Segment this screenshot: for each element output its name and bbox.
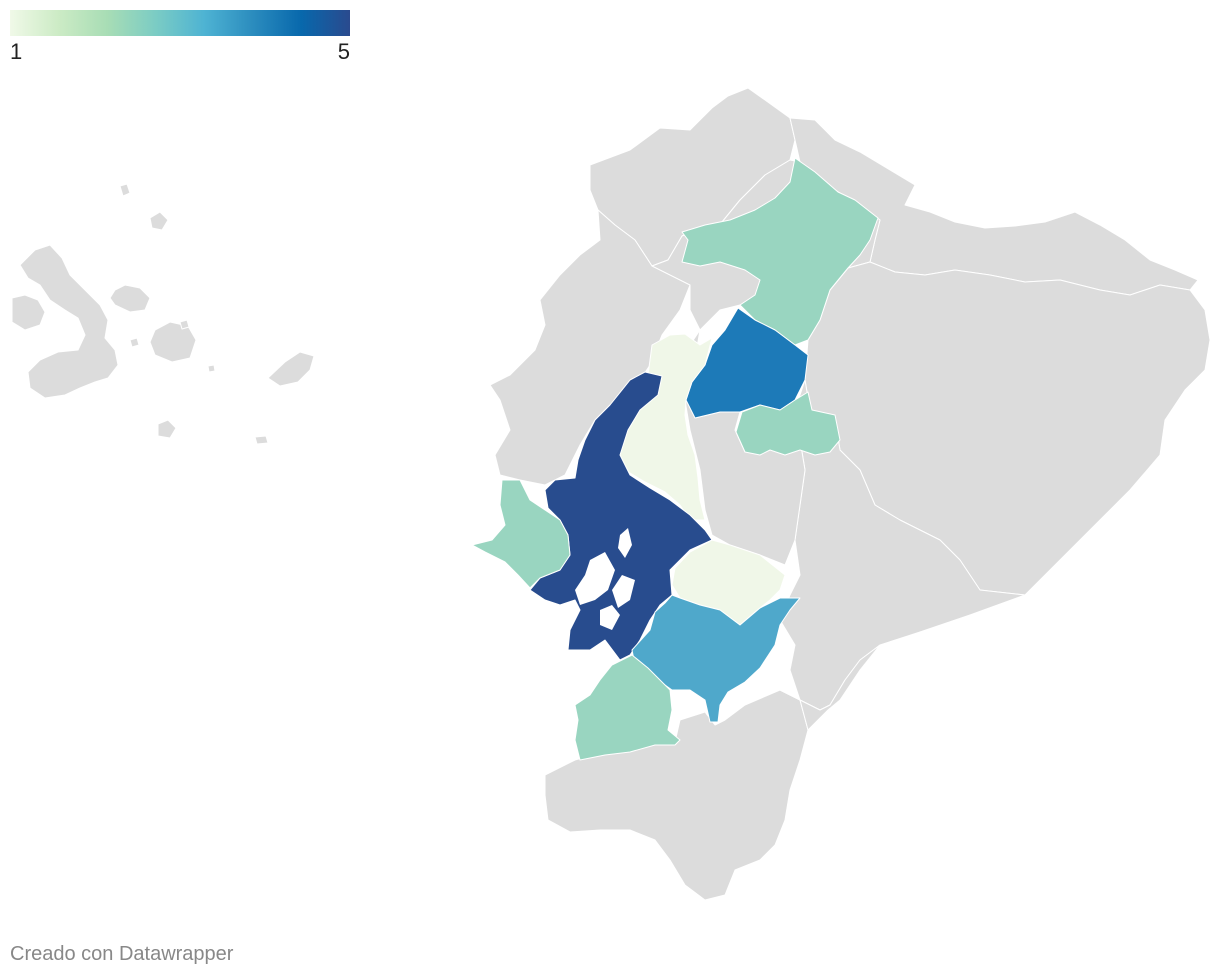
credit-text: Creado con Datawrapper bbox=[10, 943, 234, 965]
galapagos-islands[interactable] bbox=[11, 183, 315, 445]
legend-max-label: 5 bbox=[337, 39, 350, 64]
region-south-highlands[interactable] bbox=[544, 689, 809, 901]
region-south-east[interactable] bbox=[779, 644, 881, 731]
region-guayas[interactable] bbox=[529, 371, 713, 661]
region-tungurahua[interactable] bbox=[735, 391, 841, 456]
region-imbabura-pichincha[interactable] bbox=[681, 157, 879, 346]
legend-gradient-bar bbox=[10, 10, 350, 36]
region-el-oro[interactable] bbox=[574, 654, 681, 761]
legend-min-label: 1 bbox=[10, 39, 23, 64]
region-santa-elena[interactable] bbox=[471, 479, 571, 589]
gulf-water bbox=[575, 528, 635, 630]
mainland-no-data bbox=[489, 87, 1211, 901]
color-scale-legend: 1 5 bbox=[10, 10, 350, 66]
